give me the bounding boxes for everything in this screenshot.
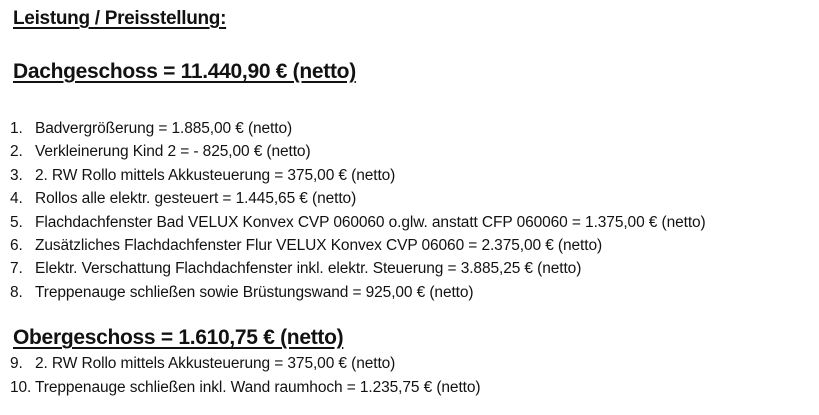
list-item-number: 4. [10,190,23,208]
list-item-number: 2. [10,143,23,161]
list-item-text: Rollos alle elektr. gesteuert = 1.445,65… [35,190,357,208]
list-item: 6. Zusätzliches Flachdachfenster Flur VEL… [10,234,805,257]
list-item: 2. Verkleinerung Kind 2 = - 825,00 € (net… [10,140,805,163]
list-item-number: 8. [10,283,23,301]
list-item-text: Treppenauge schließen sowie Brüstungswan… [35,283,474,301]
list-item-text: Verkleinerung Kind 2 = - 825,00 € (netto… [35,143,311,161]
list-item-number: 5. [10,213,23,231]
list-item-text: 2. RW Rollo mittels Akkusteuerung = 375,… [35,355,396,373]
list-item-number: 6. [10,237,23,255]
list-item: 8. Treppenauge schließen sowie Brüstungsw… [10,281,805,304]
list-item-number: 10. [10,378,32,396]
list-item-text: Treppenauge schließen inkl. Wand raumhoc… [35,378,481,396]
price-section: Obergeschoss = 1.610,75 € (netto) 9. 2. RW… [10,324,805,399]
list-item-number: 9. [10,355,23,373]
price-sections: Dachgeschoss = 11.440,90 € (netto) 1. Badv… [10,58,805,399]
list-item-text: Flachdachfenster Bad VELUX Konvex CVP 06… [35,213,706,231]
list-item-text: Badvergrößerung = 1.885,00 € (netto) [35,120,293,137]
section-heading: Obergeschoss = 1.610,75 € (netto) [13,326,344,350]
list-item: 9. 2. RW Rollo mittels Akkusteuerung = 37… [10,352,805,375]
list-item: 4. Rollos alle elektr. gesteuert = 1.445,… [10,187,805,210]
list-item: 10. Treppenauge schließen inkl. Wand raum… [10,376,805,399]
section-heading: Dachgeschoss = 11.440,90 € (netto) [13,60,356,83]
list-item: 3. 2. RW Rollo mittels Akkusteuerung = 37… [10,164,805,187]
price-list: 1. Badvergrößerung = 1.885,00 € (netto) 2.… [10,117,805,304]
list-item: 7. Elektr. Verschattung Flachdachfenster … [10,257,805,280]
list-item-text: Zusätzliches Flachdachfenster Flur VELUX… [35,237,603,255]
price-list: 9. 2. RW Rollo mittels Akkusteuerung = 37… [10,352,805,399]
document-title: Leistung / Preisstellung: [13,8,227,29]
price-section: Dachgeschoss = 11.440,90 € (netto) 1. Badv… [10,58,805,304]
list-item-text: 2. RW Rollo mittels Akkusteuerung = 375,… [35,166,396,184]
list-item: 5. Flachdachfenster Bad VELUX Konvex CVP … [10,211,805,234]
list-item-number: 7. [10,260,23,278]
list-item-number: 3. [10,166,23,184]
list-item-number: 1. [10,120,23,137]
list-item-text: Elektr. Verschattung Flachdachfenster in… [35,260,582,278]
list-item: 1. Badvergrößerung = 1.885,00 € (netto) [10,117,805,140]
